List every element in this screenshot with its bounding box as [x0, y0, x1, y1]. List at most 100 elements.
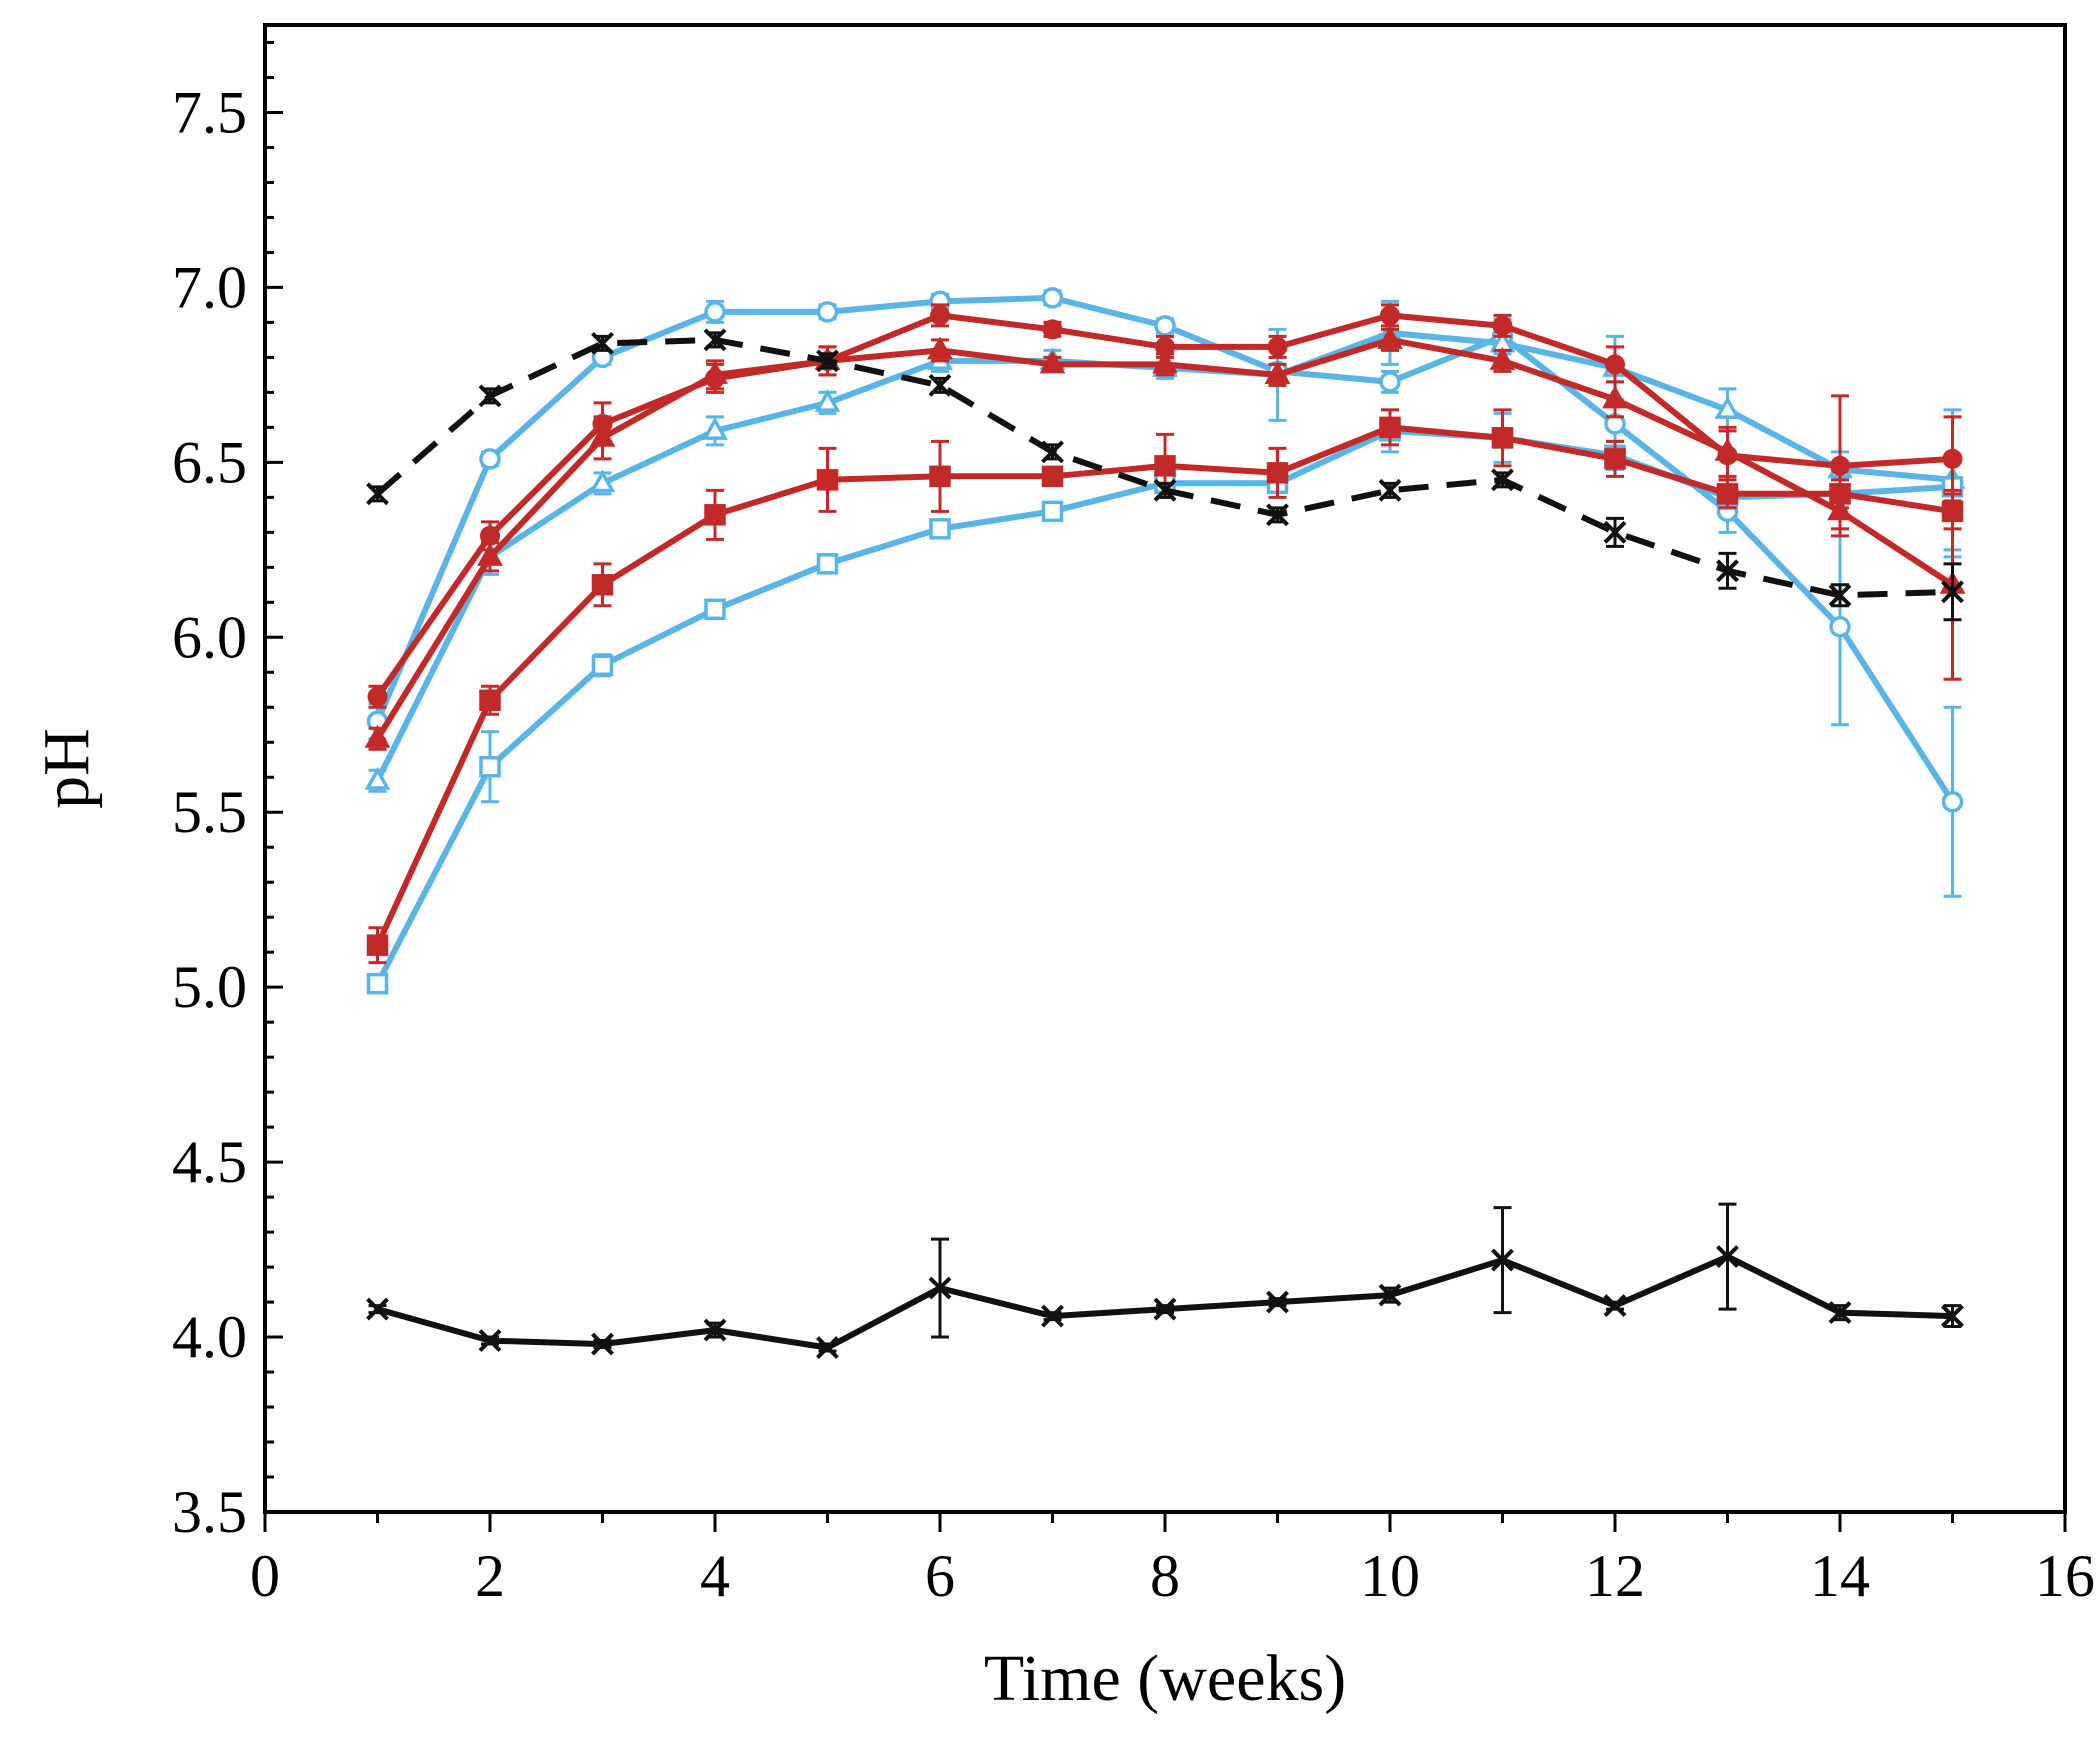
data-point: [478, 384, 502, 408]
axes-layer: 3.5 4.0 4.5 5.0 5.5 6.0 6.5 7.0 7.5 0 2 4 6 8 10 12 14 16: [172, 23, 2095, 1609]
data-point: [1941, 500, 1964, 523]
data-point: [1266, 1290, 1289, 1314]
data-point: [1714, 395, 1741, 419]
series-black-solid-crosses: [366, 1202, 1964, 1359]
cross-stroke: [1941, 1304, 1964, 1328]
cross-stroke: [1716, 1245, 1739, 1269]
data-point: [704, 598, 726, 621]
cross-stroke: [1378, 1283, 1402, 1307]
data-point: [1828, 583, 1852, 607]
data-point: [1491, 427, 1514, 449]
data-point: [816, 349, 839, 373]
series-line: [376, 1253, 1953, 1351]
data-point: [1941, 790, 1964, 813]
y-tick-label: 6.0: [172, 604, 247, 670]
series-line: [374, 329, 1953, 783]
cross-stroke: [1266, 1290, 1289, 1314]
data-point: [1489, 346, 1516, 370]
data-point: [1491, 468, 1514, 492]
data-point: [703, 1318, 727, 1342]
data-point: [366, 972, 389, 995]
data-point: [1041, 440, 1064, 464]
data-point: [1379, 416, 1401, 439]
cross-stroke: [1153, 478, 1177, 502]
cross-stroke: [591, 1332, 614, 1356]
data-point: [366, 482, 389, 506]
y-tick-label: 4.0: [172, 1304, 247, 1370]
data-point: [1942, 448, 1963, 469]
data-point: [591, 574, 614, 596]
data-point: [478, 1329, 502, 1352]
data-point: [1829, 483, 1851, 505]
data-point: [1378, 1283, 1402, 1307]
x-tick-label: 4: [700, 1543, 730, 1609]
data-point: [1492, 315, 1513, 336]
data-point: [1042, 319, 1063, 340]
cross-stroke: [1603, 1294, 1627, 1317]
data-point: [928, 373, 952, 397]
data-point: [1714, 437, 1741, 461]
data-point: [589, 423, 616, 447]
data-point: [479, 756, 501, 778]
data-point: [1380, 305, 1400, 326]
cross-stroke: [1041, 1304, 1064, 1328]
cross-stroke: [1941, 580, 1964, 604]
cross-stroke: [1153, 1297, 1177, 1321]
data-point: [1828, 1301, 1852, 1324]
cross-stroke: [1716, 559, 1739, 583]
data-point: [479, 689, 501, 712]
data-point: [816, 553, 839, 575]
series-black-dashed-crosses: [366, 328, 1964, 622]
data-point: [1377, 325, 1403, 349]
data-point: [1602, 385, 1628, 409]
data-point: [1605, 354, 1625, 375]
data-point: [1379, 371, 1401, 393]
cross-stroke: [1828, 583, 1852, 607]
data-point: [366, 1297, 389, 1321]
data-point: [929, 518, 951, 540]
data-point: [1041, 500, 1064, 523]
data-point: [1716, 559, 1739, 583]
data-point: [1154, 455, 1176, 477]
x-tick-label: 0: [250, 1543, 280, 1609]
data-point: [816, 301, 839, 323]
data-point: [816, 469, 839, 491]
data-point: [591, 331, 614, 355]
data-point: [1716, 483, 1739, 505]
x-tick-label: 2: [475, 1543, 505, 1609]
x-tick-label: 10: [1360, 1543, 1420, 1609]
data-point: [1378, 478, 1402, 502]
data-point: [928, 1276, 952, 1300]
y-tick-label: 7.5: [172, 79, 247, 145]
x-tick-label: 12: [1585, 1543, 1645, 1609]
data-point: [366, 934, 389, 956]
data-point: [1039, 350, 1066, 374]
data-point: [479, 448, 501, 470]
y-tick-label: 5.5: [172, 779, 247, 845]
cross-stroke: [366, 482, 389, 506]
data-point: [364, 766, 391, 790]
cross-stroke: [1828, 1301, 1852, 1324]
cross-stroke: [703, 1318, 727, 1342]
cross-stroke: [1491, 1248, 1514, 1272]
data-point: [703, 328, 727, 352]
x-axis-title: Time (weeks): [984, 1642, 1346, 1715]
data-point: [364, 724, 391, 748]
data-point: [929, 465, 951, 488]
data-point: [927, 336, 953, 360]
cross-stroke: [1378, 478, 1402, 502]
data-point: [1264, 360, 1291, 384]
data-point: [1603, 1294, 1627, 1317]
y-tick-label: 3.5: [172, 1479, 247, 1545]
data-point: [1153, 1297, 1177, 1321]
data-point: [1491, 1248, 1514, 1272]
data-point: [367, 686, 388, 707]
series-line: [374, 336, 1955, 741]
x-tick-label: 6: [925, 1543, 955, 1609]
y-tick-label: 5.0: [172, 954, 247, 1020]
data-point: [816, 1336, 839, 1359]
x-tick-label: 16: [2035, 1543, 2095, 1609]
data-point: [1041, 465, 1064, 488]
data-point: [704, 504, 726, 526]
